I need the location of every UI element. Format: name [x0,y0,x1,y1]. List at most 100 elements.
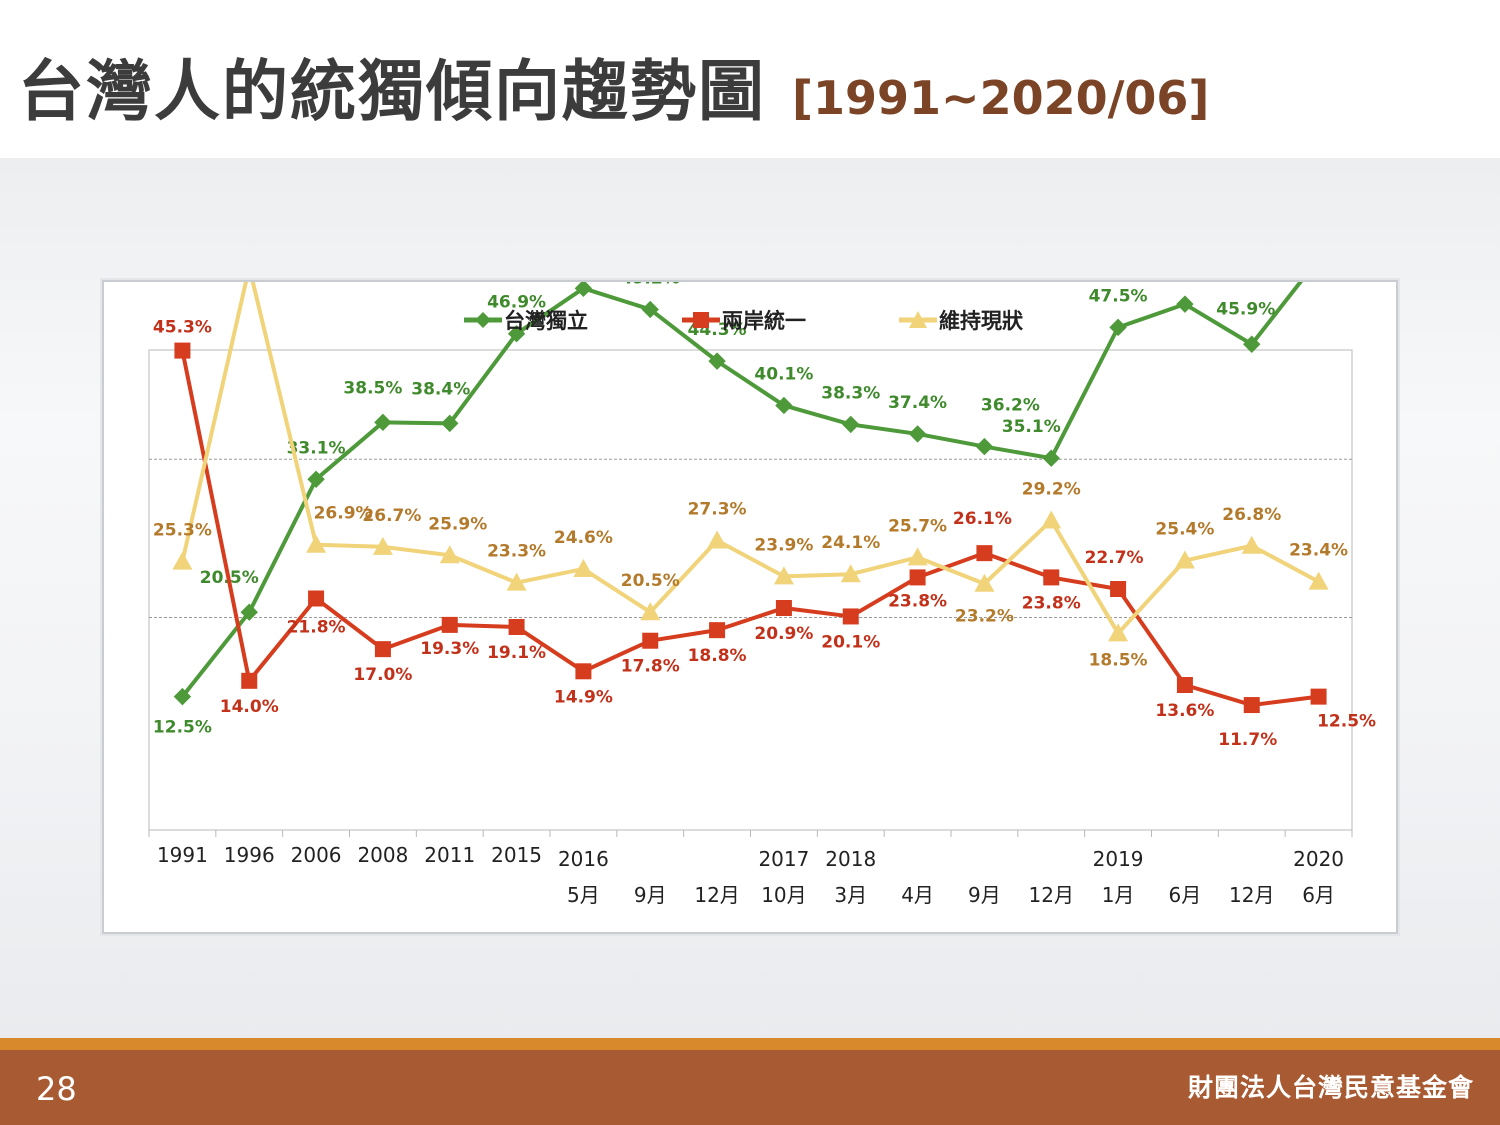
data-point-status-quo [640,602,661,621]
data-label-series-0: 37.4% [888,393,947,413]
x-tick-label-month: 12月 [1029,883,1074,907]
title-range: [1991~2020/06] [792,71,1210,125]
data-point-status-quo [573,558,594,577]
data-point-independence [1109,318,1127,337]
data-point-unification [308,590,325,607]
data-point-independence [307,470,325,489]
data-point-independence [975,437,994,456]
data-point-unification [174,342,191,359]
data-point-unification [575,663,592,680]
data-point-independence [641,300,659,319]
page-number: 28 [36,1070,77,1108]
data-label-series-1: 17.0% [353,665,412,685]
data-label-series-2: 23.9% [754,535,813,555]
data-label-series-1: 26.1% [953,509,1012,529]
data-label-series-2: 23.2% [955,607,1014,627]
data-point-independence [441,414,459,433]
x-tick-label-year: 2006 [291,843,342,867]
data-point-unification [775,600,792,617]
data-label-series-1: 21.8% [287,618,346,638]
legend-label-1: 兩岸統一 [722,309,806,333]
data-point-independence [775,396,793,415]
data-label-series-2: 26.8% [1222,505,1281,525]
data-label-series-2: 23.4% [1289,541,1348,561]
x-tick-label-year: 2015 [491,843,542,867]
data-point-unification [441,616,458,633]
data-point-status-quo [506,572,527,591]
data-label-series-1: 14.9% [554,687,613,707]
series-line-0 [180,282,1303,698]
data-label-series-1: 23.8% [1022,593,1081,613]
data-point-unification [1310,688,1327,705]
x-tick-label-month: 9月 [968,883,1001,907]
data-point-unification [642,632,659,649]
legend-marker-square [693,312,709,328]
data-label-series-0: 38.4% [411,379,470,399]
data-label-series-1: 45.3% [153,318,212,338]
x-tick-label-month: 3月 [834,883,867,907]
data-label-series-0: 45.9% [1216,299,1275,319]
data-point-status-quo [439,545,460,564]
data-point-independence [507,324,526,343]
plot-area [148,349,1353,831]
legend-marker-diamond [475,312,491,328]
data-point-independence [240,603,258,621]
data-label-series-0: 47.5% [1089,286,1148,306]
legend-label-0: 台灣獨立 [504,309,588,333]
series-line-1 [180,350,1319,708]
data-label-series-1: 20.9% [754,624,813,644]
slide-title: 台灣人的統獨傾向趨勢圖 [1991~2020/06] [18,38,1210,130]
x-tick-label-month: 4月 [901,883,934,907]
data-label-series-1: 13.6% [1155,701,1214,721]
data-label-series-2: 25.9% [428,514,487,534]
legend-marker-triangle [909,311,927,328]
x-tick-label-month: 10月 [761,883,806,907]
trend-chart: 1991 1996 2006 2008 2011 2015 2016 5月 9月 12月 2017 1… [148,282,1376,907]
x-tick-label-year: 1991 [157,843,208,867]
x-tick-label-year: 2008 [357,843,408,867]
data-label-series-1: 19.1% [487,643,546,663]
x-tick-label-month: 6月 [1169,883,1202,907]
data-point-status-quo [1041,510,1062,529]
data-point-status-quo [1174,550,1195,569]
x-tick-label-month: 6月 [1302,883,1335,907]
x-tick-label-month: 12月 [694,883,739,907]
data-label-series-2: 25.4% [1155,520,1214,540]
data-point-status-quo [1308,571,1329,590]
data-point-independence [374,413,392,432]
data-label-series-1: 23.8% [888,591,947,611]
data-label-series-0: 49.7% [1155,282,1214,283]
data-label-series-0: 46.9% [487,293,546,313]
data-label-series-1: 18.8% [688,646,747,666]
data-label-series-1: 20.1% [821,632,880,652]
data-point-status-quo [707,530,728,549]
organization-name: 財團法人台灣民意基金會 [1187,1073,1474,1102]
x-tick-label-month: 5月 [567,883,600,907]
data-label-series-0: 35.1% [1002,417,1061,437]
data-label-series-2: 26.9% [314,504,373,524]
x-tick-label-year: 2016 [558,847,609,871]
footer-accent-line [0,1038,1500,1050]
data-label-series-2: 18.5% [1089,650,1148,670]
data-point-unification [842,608,859,625]
data-point-unification [241,672,258,689]
title-main: 台灣人的統獨傾向趨勢圖 [18,53,766,130]
data-label-series-0: 49.2% [621,282,680,288]
data-label-series-2: 26.7% [362,506,421,526]
data-point-status-quo [172,551,193,570]
data-point-unification [374,641,391,658]
x-tick-label-year: 2011 [424,843,475,867]
x-tick-label-year: 2020 [1293,847,1344,871]
data-point-status-quo [1108,623,1129,642]
data-label-series-1: 11.7% [1218,730,1277,750]
chart-frame: 1991 1996 2006 2008 2011 2015 2016 5月 9月 12月 2017 1… [102,280,1398,934]
x-tick-label-year: 2019 [1093,847,1144,871]
legend-label-2: 維持現狀 [939,309,1024,333]
data-label-series-2: 27.3% [688,499,747,519]
data-label-series-2: 25.7% [888,516,947,536]
data-label-series-2: 29.2% [1022,479,1081,499]
x-tick-label-month: 9月 [634,883,667,907]
data-label-series-1: 12.5% [1317,712,1376,732]
data-point-unification [1176,677,1193,694]
data-point-status-quo [1241,535,1262,554]
